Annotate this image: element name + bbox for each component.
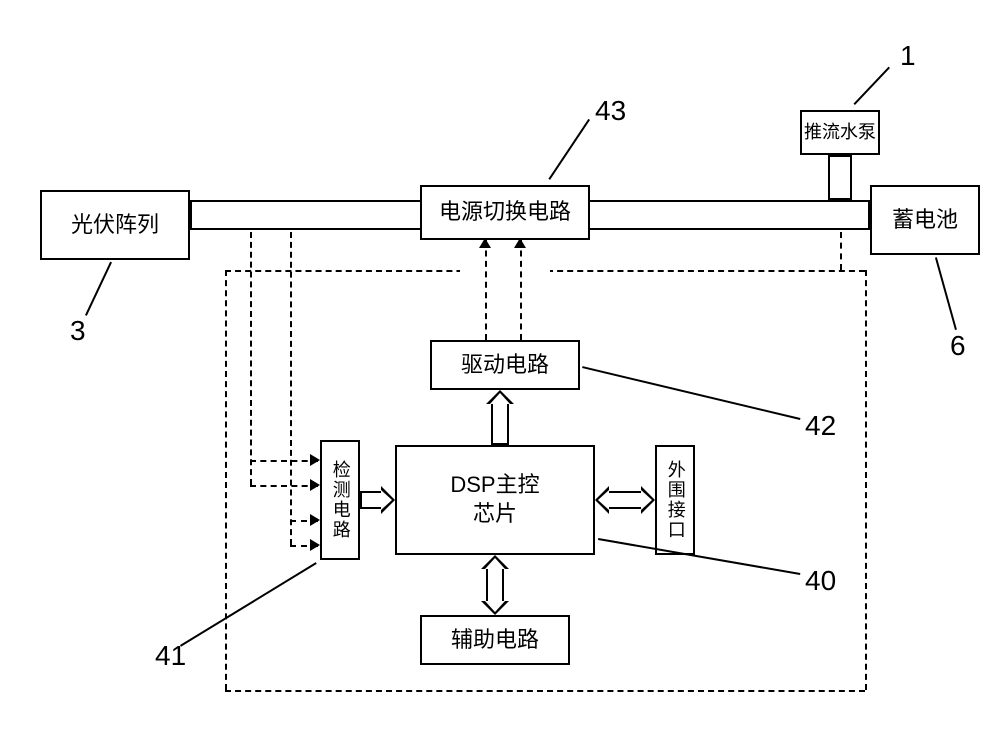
leader bbox=[854, 67, 890, 105]
leader bbox=[935, 258, 956, 330]
sense-r-vert bbox=[290, 232, 292, 545]
callout-c43: 43 bbox=[595, 95, 626, 127]
callout-c1: 1 bbox=[900, 40, 916, 72]
dash-right bbox=[865, 270, 867, 690]
block-aux: 辅助电路 bbox=[420, 615, 570, 665]
hollow-head-dn-inner bbox=[485, 601, 505, 612]
hollow-shaft bbox=[491, 402, 509, 445]
hollow-head-l-inner bbox=[598, 490, 609, 510]
sense-right-stub bbox=[840, 232, 842, 270]
hollow-shaft-h bbox=[360, 491, 383, 509]
diagram-canvas: 光伏阵列 电源切换电路 推流水泵蓄电池驱动电路 DSP主控芯片辅助电路 检测电路 外围接口… bbox=[0, 0, 1000, 740]
dash-arrow-line bbox=[485, 240, 487, 340]
block-dsp: DSP主控芯片 bbox=[395, 445, 595, 555]
hollow-head-r-inner bbox=[381, 490, 392, 510]
hollow-head-up-inner bbox=[485, 558, 505, 569]
hollow-head-r-inner bbox=[641, 490, 652, 510]
block-battery: 蓄电池 bbox=[870, 185, 980, 255]
block-pump: 推流水泵 bbox=[800, 110, 880, 155]
block-pv: 光伏阵列 bbox=[40, 190, 190, 260]
sense-r-head bbox=[310, 514, 320, 526]
hollow-shaft-h bbox=[607, 491, 643, 509]
callout-c6: 6 bbox=[950, 330, 966, 362]
sense-l-h bbox=[250, 460, 318, 462]
dash-arrow-line bbox=[520, 240, 522, 340]
leader bbox=[180, 562, 317, 646]
dash-arrow-head bbox=[514, 238, 526, 248]
block-periph: 外围接口 bbox=[655, 445, 695, 555]
leader bbox=[549, 119, 590, 180]
sense-l-head bbox=[310, 479, 320, 491]
callout-c3: 3 bbox=[70, 315, 86, 347]
callout-c40: 40 bbox=[805, 565, 836, 597]
leader bbox=[85, 262, 111, 316]
callout-c42: 42 bbox=[805, 410, 836, 442]
sense-r-head bbox=[310, 539, 320, 551]
sense-l-head bbox=[310, 454, 320, 466]
block-detect: 检测电路 bbox=[320, 440, 360, 560]
hollow-shaft bbox=[486, 567, 504, 603]
pump-stem bbox=[828, 155, 852, 200]
dash-gap bbox=[460, 268, 550, 274]
leader bbox=[582, 367, 800, 420]
sense-l-h bbox=[250, 485, 318, 487]
dash-bottom bbox=[225, 690, 865, 692]
sense-l-vert bbox=[250, 232, 252, 485]
leader bbox=[598, 539, 800, 575]
block-switch: 电源切换电路 bbox=[420, 185, 590, 240]
block-drive: 驱动电路 bbox=[430, 340, 580, 390]
dash-arrow-head bbox=[479, 238, 491, 248]
hollow-head-up-inner bbox=[490, 393, 510, 404]
dash-left bbox=[225, 270, 227, 690]
